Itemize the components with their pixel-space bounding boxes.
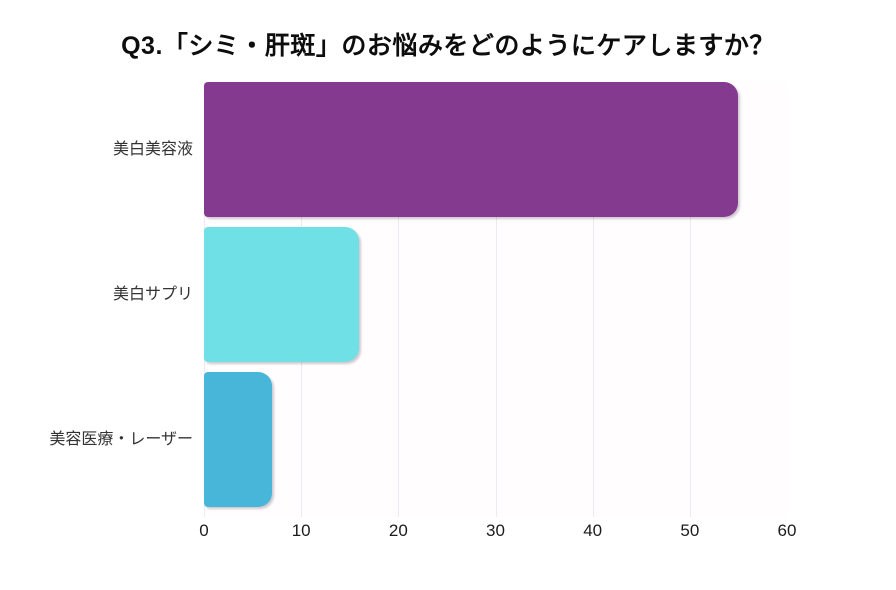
category-label-0: 美白美容液 — [112, 140, 193, 158]
bar-2 — [204, 372, 273, 507]
bar-0 — [204, 82, 739, 217]
bar-1 — [204, 227, 360, 362]
chart-title: Q3.「シミ・肝斑」のお悩みをどのようにケアしますか？ — [121, 32, 775, 60]
x-tick-label-0: 0 — [199, 521, 209, 540]
x-tick-label-30: 30 — [486, 521, 505, 540]
gridline-40 — [592, 82, 594, 517]
gridline-50 — [689, 82, 691, 517]
gridline-20 — [398, 82, 400, 517]
gridline-30 — [495, 82, 497, 517]
plot-area — [204, 82, 787, 517]
x-tick-label-40: 40 — [583, 521, 603, 540]
category-label-2: 美容医療・レーザー — [49, 430, 193, 448]
x-tick-label-20: 20 — [388, 521, 408, 540]
x-tick-label-50: 50 — [680, 521, 700, 540]
category-label-1: 美白サプリ — [112, 285, 193, 303]
x-tick-label-10: 10 — [291, 521, 311, 540]
x-tick-label-60: 60 — [777, 521, 797, 540]
